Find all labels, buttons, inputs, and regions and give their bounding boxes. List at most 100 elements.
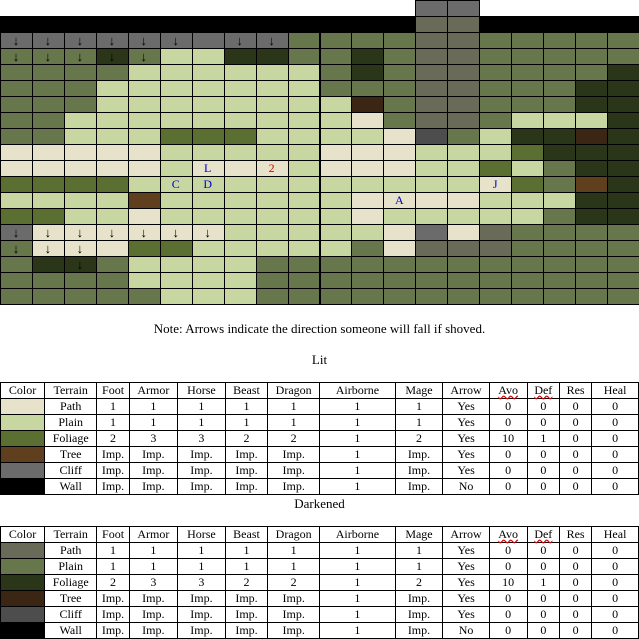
- table-cell: Imp.: [176, 622, 226, 639]
- table-row: Path 1 1 1 1 1 1 1 Yes 0 0 0 0: [0, 542, 639, 559]
- map-tile: [63, 64, 97, 81]
- table-cell: Imp.: [394, 606, 444, 623]
- map-tile: [607, 208, 639, 225]
- map-tile: [255, 128, 289, 145]
- map-tile: [287, 112, 321, 129]
- map-tile: [127, 176, 161, 193]
- color-swatch: [0, 446, 46, 463]
- table-cell: 1: [96, 414, 130, 431]
- table-row: Foliage 2 3 3 2 2 1 2 Yes 10 1 0 0: [0, 430, 639, 447]
- map-tile: [0, 80, 33, 97]
- map-tile: [383, 96, 417, 113]
- table-cell: 0: [591, 606, 639, 623]
- map-tile: [383, 272, 417, 289]
- map-tile: [0, 32, 33, 49]
- map-tile: [95, 48, 129, 65]
- map-tile: [607, 48, 639, 65]
- table-cell: 0: [558, 446, 593, 463]
- map-tile: [543, 256, 577, 273]
- table-cell: Imp.: [224, 462, 269, 479]
- color-swatch: [0, 590, 46, 607]
- map-tile: [63, 272, 97, 289]
- map-tile: [127, 80, 161, 97]
- map-tile: [351, 272, 385, 289]
- map-tile: [63, 160, 97, 177]
- map-tile: [31, 48, 65, 65]
- map-tile: [95, 288, 129, 305]
- map-tile: [0, 192, 33, 209]
- map-tile: [607, 288, 639, 305]
- table-cell: 0: [558, 462, 593, 479]
- table-cell: 1: [319, 478, 396, 495]
- map-tile: [287, 288, 321, 305]
- table-cell: 0: [488, 622, 528, 639]
- table-cell: Imp.: [224, 478, 269, 495]
- map-tile: [63, 288, 97, 305]
- column-header: Dragon: [267, 526, 321, 543]
- map-tile: [415, 96, 449, 113]
- table-cell: Wall: [44, 478, 98, 495]
- map-tile: [607, 160, 639, 177]
- map-tile: [511, 112, 545, 129]
- table-cell: 0: [526, 590, 560, 607]
- map-tile: [447, 240, 481, 257]
- column-header: Terrain: [44, 382, 98, 399]
- table-cell: 0: [558, 398, 593, 415]
- map-tile: [127, 144, 161, 161]
- map-tile: [95, 160, 129, 177]
- map-tile: [287, 160, 321, 177]
- lit-caption: Lit: [311, 352, 328, 367]
- map-tile: [415, 176, 449, 193]
- map-tile: [191, 128, 225, 145]
- map-tile: [63, 144, 97, 161]
- table-row: Wall Imp. Imp. Imp. Imp. Imp. 1 Imp. No 0 0 0 0: [0, 478, 639, 495]
- map-tile: [543, 96, 577, 113]
- map-tile: [607, 64, 639, 81]
- table-cell: 1: [267, 398, 321, 415]
- column-header: Mage: [394, 526, 444, 543]
- table-cell: 1: [319, 414, 396, 431]
- color-swatch: [0, 542, 46, 559]
- column-header: Res: [558, 526, 593, 543]
- map-tile: [415, 48, 449, 65]
- table-cell: Path: [44, 398, 98, 415]
- map-tile: [255, 192, 289, 209]
- map-tile: [479, 80, 513, 97]
- table-cell: Imp.: [394, 622, 444, 639]
- map-tile: [607, 224, 639, 241]
- table-cell: 1: [319, 590, 396, 607]
- map-tile: [319, 112, 353, 129]
- table-cell: 1: [319, 606, 396, 623]
- table-cell: 0: [558, 606, 593, 623]
- map-tile: [543, 272, 577, 289]
- table-cell: Yes: [442, 430, 490, 447]
- map-tile: [319, 96, 353, 113]
- table-cell: 1: [319, 574, 396, 591]
- map-tile: [511, 64, 545, 81]
- map-tile: [447, 112, 481, 129]
- map-tile: [447, 272, 481, 289]
- table-cell: Imp.: [96, 590, 130, 607]
- map-tile: [191, 176, 225, 193]
- map-tile: [447, 224, 481, 241]
- table-cell: Imp.: [96, 478, 130, 495]
- map-tile: [255, 32, 289, 49]
- map-tile: [127, 128, 161, 145]
- map-tile: [511, 32, 545, 49]
- table-cell: 1: [394, 558, 444, 575]
- map-tile: [351, 224, 385, 241]
- column-header: Airborne: [319, 382, 396, 399]
- map-tile: [63, 32, 97, 49]
- map-tile: [383, 160, 417, 177]
- map-tile: [95, 80, 129, 97]
- map-tile: [0, 64, 33, 81]
- table-cell: 3: [128, 430, 178, 447]
- table-cell: 1: [224, 542, 269, 559]
- table-cell: 1: [319, 542, 396, 559]
- map-tile: [255, 160, 289, 177]
- map-tile: [543, 80, 577, 97]
- map-tile: [159, 144, 193, 161]
- map-tile: [447, 16, 481, 33]
- map-tile: [319, 256, 353, 273]
- map-tile: [127, 272, 161, 289]
